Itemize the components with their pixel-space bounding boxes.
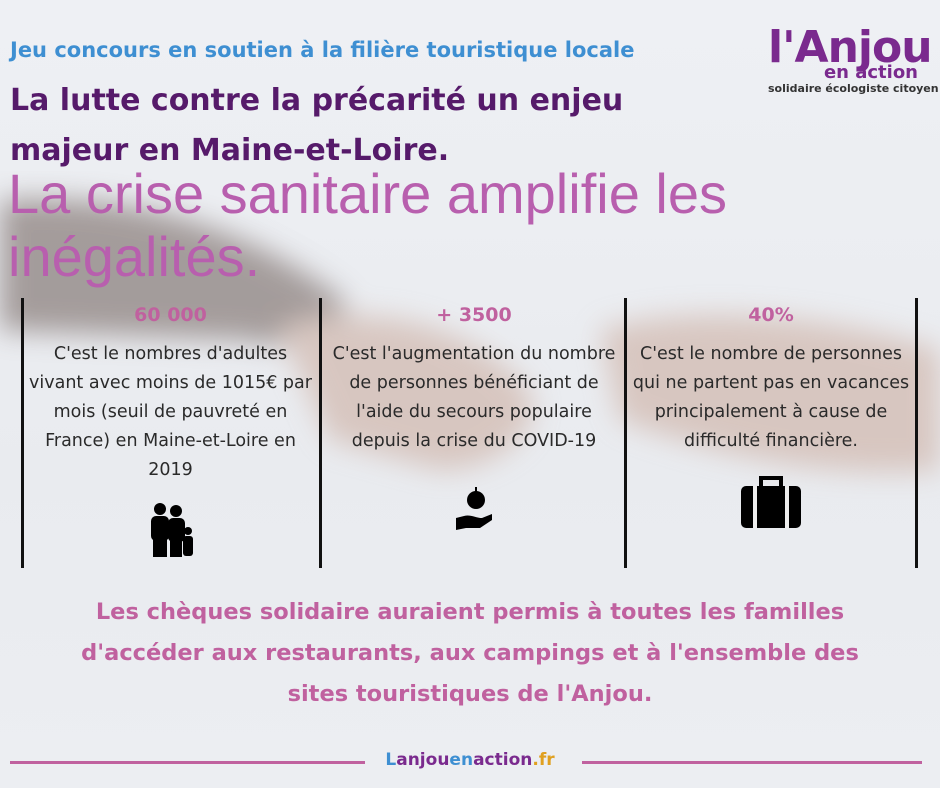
conclusion: Les chèques solidaire auraient permis à …	[81, 599, 859, 707]
footer-url: Lanjouenaction.fr	[0, 750, 940, 770]
stat: 60 000 C'est le nombres d'adultes vivant…	[28, 298, 313, 568]
stat-text: C'est l'augmentation du nombre de person…	[332, 344, 616, 451]
subtitle: Jeu concours en soutien à la filière tou…	[10, 38, 635, 62]
footer-rule	[582, 761, 922, 764]
logo-name: l'Anjou	[768, 22, 933, 73]
stat-text: C'est le nombres d'adultes vivant avec m…	[29, 344, 312, 480]
stat-value: 40%	[748, 304, 794, 326]
stat: + 3500 C'est l'augmentation du nombre de…	[328, 298, 620, 568]
divider	[319, 298, 322, 568]
divider	[915, 298, 918, 568]
stat-text: C'est le nombre de personnes qui ne part…	[632, 344, 910, 451]
logo: l'Anjou en action solidaire écologiste c…	[768, 22, 939, 96]
stat-value: + 3500	[436, 304, 512, 326]
url-part: en	[449, 750, 474, 770]
url-part: action	[473, 750, 533, 770]
divider	[624, 298, 627, 568]
url-part: L	[385, 750, 397, 770]
family-icon	[150, 503, 193, 557]
suitcase-icon	[741, 476, 801, 528]
url-part: .fr	[532, 750, 555, 770]
footer-rule	[10, 761, 365, 764]
aid-icon	[456, 487, 492, 530]
logo-motto: solidaire écologiste citoyen	[768, 82, 939, 95]
title: La lutte contre la précarité un enjeu ma…	[10, 83, 624, 168]
url-part: anjou	[396, 750, 450, 770]
stat-value: 60 000	[134, 304, 207, 326]
divider	[21, 298, 24, 568]
logo-tagline: en action	[823, 62, 918, 83]
headline: La crise sanitaire amplifie les inégalit…	[8, 162, 727, 288]
stat: 40% C'est le nombre de personnes qui ne …	[632, 298, 910, 568]
